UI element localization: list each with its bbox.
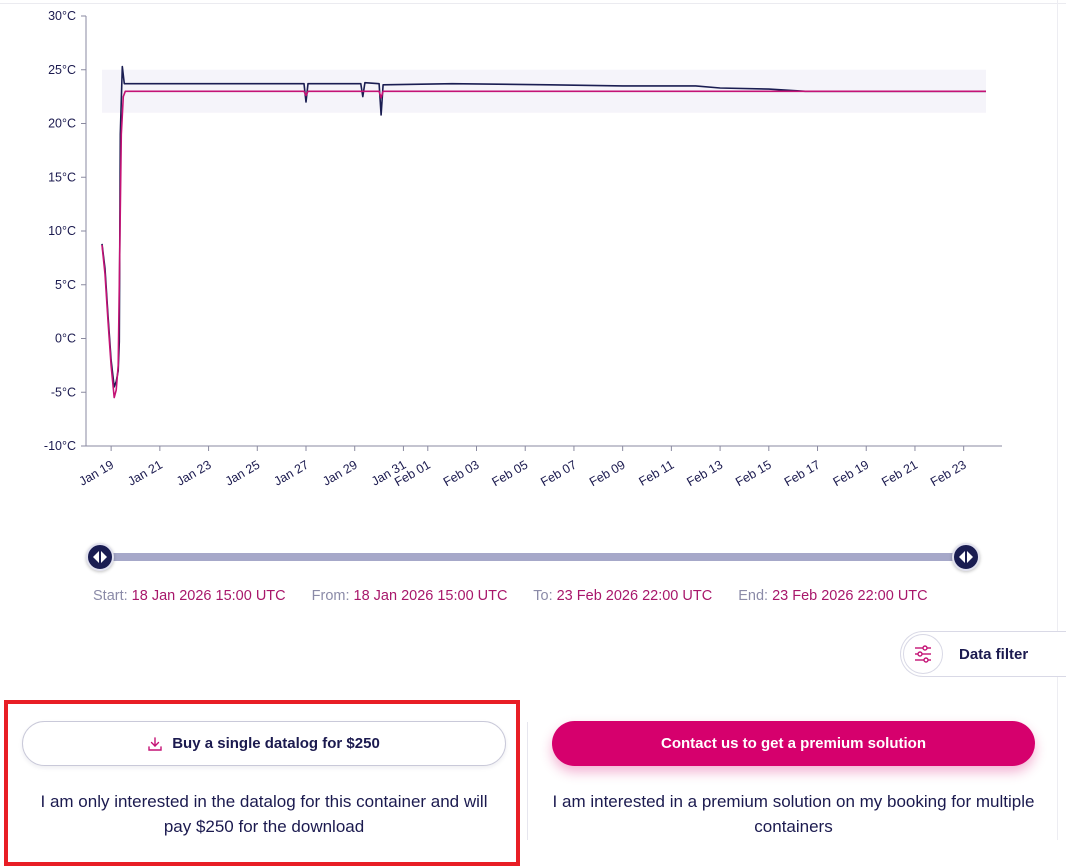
x-tick-label: Jan 21 — [125, 458, 165, 489]
top-divider — [0, 3, 1066, 4]
x-tick-label: Jan 27 — [272, 458, 312, 489]
buy-datalog-label: Buy a single datalog for $250 — [172, 735, 380, 752]
x-tick-label: Jan 29 — [320, 458, 360, 489]
single-datalog-description: I am only interested in the datalog for … — [40, 792, 488, 836]
y-tick-label: 15°C — [48, 170, 76, 184]
start-label: Start: — [93, 588, 128, 604]
data-filter-label: Data filter — [959, 645, 1029, 663]
highlight-frame — [4, 700, 520, 866]
from-label: From: — [311, 588, 350, 604]
temperature-chart: -10°C -5°C 0°C 5°C 10°C 15°C 20°C 25°C 30°C Jan 1… — [44, 9, 1002, 490]
y-tick-label: 5°C — [55, 278, 76, 292]
x-tick-label: Feb 17 — [782, 458, 823, 490]
sliders-icon — [903, 634, 943, 674]
x-tick-label: Feb 11 — [637, 458, 677, 489]
data-filter-button[interactable]: Data filter — [900, 631, 1066, 677]
x-tick-label: Jan 19 — [77, 458, 117, 489]
x-tick-label: Feb 15 — [733, 458, 774, 490]
end-value: 23 Feb 2026 22:00 UTC — [772, 588, 928, 604]
y-tick-label: 10°C — [48, 224, 76, 238]
range-summary: Start: 18 Jan 2026 15:00 UTC From: 18 Jan … — [93, 588, 950, 604]
y-tick-label: 30°C — [48, 9, 76, 23]
x-tick-label: Jan 25 — [223, 458, 263, 489]
y-tick-label: 20°C — [48, 117, 76, 131]
contact-premium-button[interactable]: Contact us to get a premium solution — [552, 721, 1035, 766]
premium-description: I am interested in a premium solution on… — [552, 792, 1035, 836]
right-divider — [1057, 0, 1058, 840]
x-tick-label: Feb 13 — [684, 458, 725, 490]
x-tick-label: Feb 07 — [538, 458, 579, 490]
contact-premium-label: Contact us to get a premium solution — [660, 735, 926, 752]
end-label: End: — [738, 588, 769, 604]
download-icon — [148, 736, 162, 751]
y-tick-label: -10°C — [44, 439, 76, 453]
y-tick-label: -5°C — [51, 385, 76, 399]
x-tick-label: Feb 03 — [441, 458, 482, 490]
x-tick-label: Jan 23 — [174, 458, 214, 489]
y-tick-label: 0°C — [55, 332, 76, 346]
from-value: 18 Jan 2026 15:00 UTC — [353, 588, 508, 604]
time-range-slider[interactable] — [86, 541, 980, 573]
x-tick-label: Feb 21 — [879, 458, 920, 490]
x-tick-label: Feb 09 — [587, 458, 628, 490]
slider-handle-end[interactable] — [952, 543, 980, 571]
x-tick-label: Feb 19 — [831, 458, 872, 490]
y-tick-label: 25°C — [48, 63, 76, 77]
left-right-arrows-icon — [959, 551, 973, 563]
start-value: 18 Jan 2026 15:00 UTC — [131, 588, 286, 604]
x-tick-label: Feb 05 — [490, 458, 531, 490]
to-label: To: — [533, 588, 553, 604]
to-value: 23 Feb 2026 22:00 UTC — [556, 588, 713, 604]
series-line-1 — [101, 65, 986, 388]
left-right-arrows-icon — [93, 551, 107, 563]
slider-track[interactable] — [100, 553, 966, 561]
slider-handle-start[interactable] — [86, 543, 114, 571]
buy-datalog-button[interactable]: Buy a single datalog for $250 — [22, 721, 506, 766]
x-tick-label: Feb 23 — [928, 458, 969, 490]
offer-divider — [527, 722, 528, 840]
series-line-2 — [101, 90, 986, 399]
